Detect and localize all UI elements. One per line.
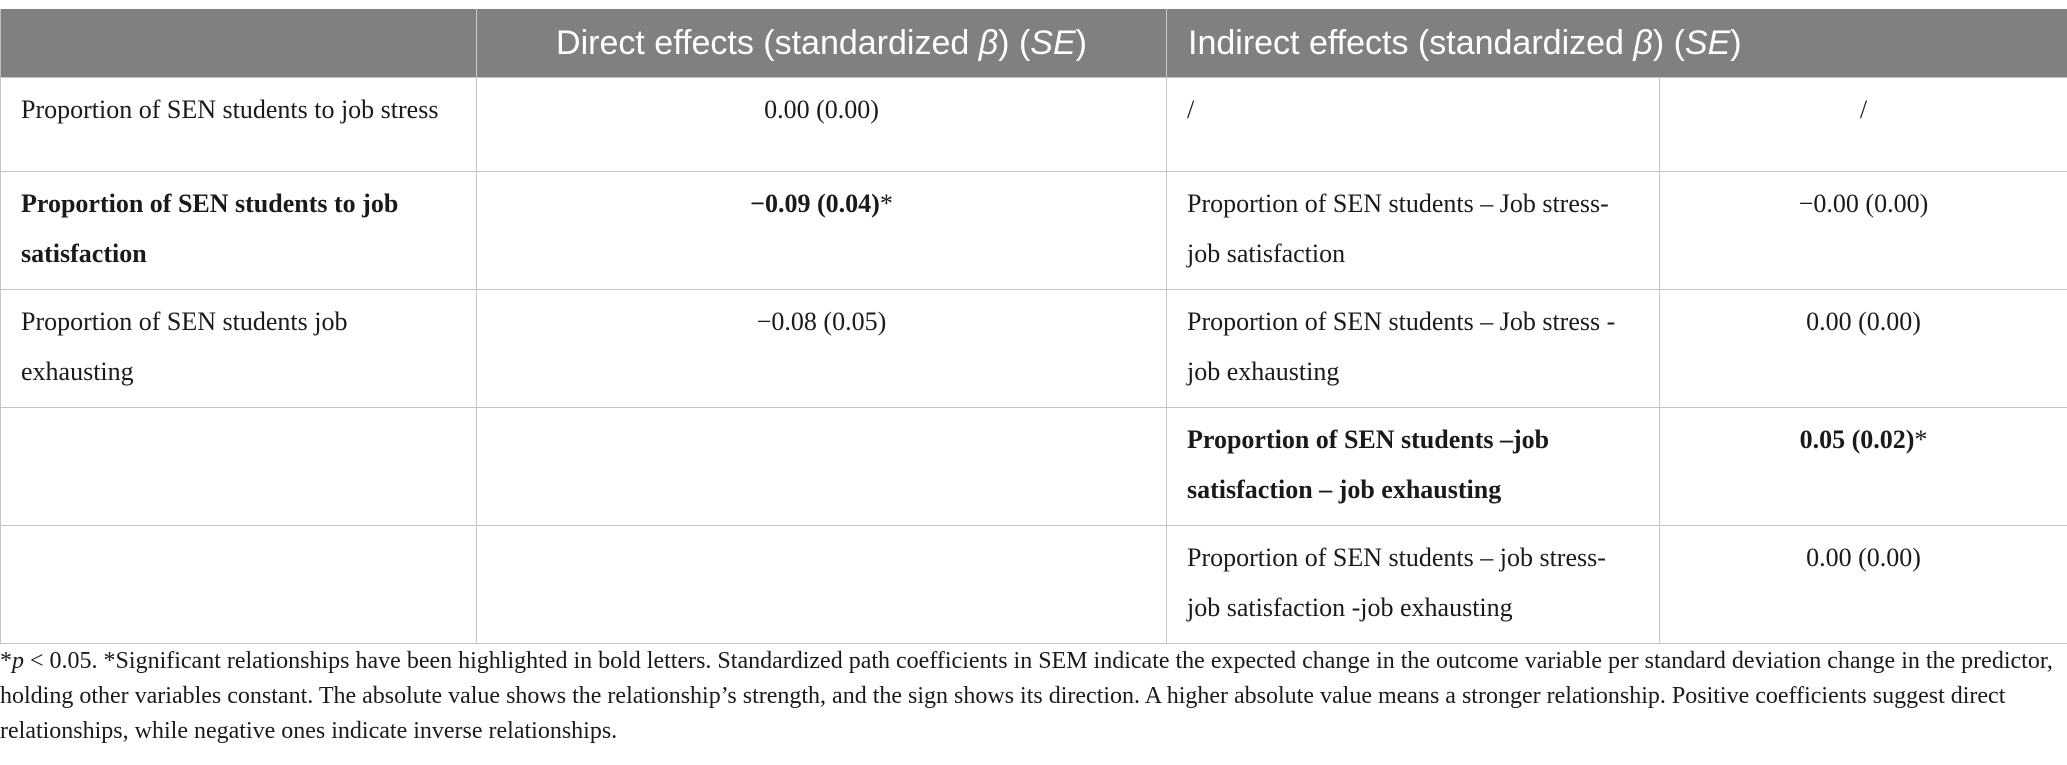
row4-indirect-path: Proportion of SEN students –job satisfac… bbox=[1166, 407, 1660, 526]
row5-indirect-value: 0.00 (0.00) bbox=[1658, 525, 2067, 644]
footnote-threshold: < 0.05. bbox=[24, 648, 104, 674]
row4-indirect-significance: * bbox=[1914, 425, 1928, 454]
header-indirect-paren: ) ( bbox=[1652, 23, 1685, 62]
header-indirect-paren-end: ) bbox=[1730, 23, 1742, 62]
row4-path-label bbox=[0, 407, 477, 526]
header-direct-effects: Direct effects (standardized β) (SE) bbox=[476, 9, 1167, 78]
header-indirect-beta: β bbox=[1633, 23, 1653, 62]
table-footnote: *p < 0.05. *Significant relationships ha… bbox=[0, 644, 2060, 749]
header-indirect-text: Indirect effects (standardized bbox=[1188, 23, 1634, 62]
row4-indirect-value: 0.05 (0.02)* bbox=[1658, 407, 2067, 526]
row5-direct-value bbox=[476, 525, 1167, 644]
row2-direct-significance: * bbox=[879, 189, 893, 218]
table-row: Proportion of SEN students – job stress-… bbox=[0, 525, 2067, 644]
table-row: Proportion of SEN students –job satisfac… bbox=[0, 407, 2067, 526]
row1-indirect-path: / bbox=[1166, 77, 1660, 172]
row3-indirect-path: Proportion of SEN students – Job stress … bbox=[1166, 289, 1660, 408]
header-row: Direct effects (standardized β) (SE) Ind… bbox=[0, 9, 2067, 78]
header-direct-paren: ) ( bbox=[998, 23, 1031, 62]
row1-path-label: Proportion of SEN students to job stress bbox=[0, 77, 477, 172]
footnote-p-symbol: p bbox=[12, 648, 24, 674]
results-table-container: Direct effects (standardized β) (SE) Ind… bbox=[0, 9, 2067, 644]
row1-direct-value: 0.00 (0.00) bbox=[476, 77, 1167, 172]
footnote-text: *Significant relationships have been hig… bbox=[0, 648, 2053, 744]
row2-indirect-path: Proportion of SEN students – Job stress-… bbox=[1166, 171, 1660, 290]
effects-table: Direct effects (standardized β) (SE) Ind… bbox=[0, 9, 2067, 644]
table-row: Proportion of SEN students job exhaustin… bbox=[0, 289, 2067, 408]
row3-path-label: Proportion of SEN students job exhaustin… bbox=[0, 289, 477, 408]
row5-indirect-path: Proportion of SEN students – job stress-… bbox=[1166, 525, 1660, 644]
row4-direct-value bbox=[476, 407, 1167, 526]
header-indirect-effects: Indirect effects (standardized β) (SE) bbox=[1165, 9, 2067, 78]
row2-indirect-value: −0.00 (0.00) bbox=[1658, 171, 2067, 290]
header-empty-cell bbox=[0, 9, 477, 78]
row4-indirect-coef: 0.05 (0.02) bbox=[1799, 425, 1915, 454]
table-row: Proportion of SEN students to job satisf… bbox=[0, 171, 2067, 290]
table-row: Proportion of SEN students to job stress… bbox=[0, 77, 2067, 172]
row2-direct-value: −0.09 (0.04)* bbox=[476, 171, 1167, 290]
header-direct-paren-end: ) bbox=[1075, 23, 1087, 62]
header-direct-se: SE bbox=[1030, 23, 1076, 62]
row3-indirect-value: 0.00 (0.00) bbox=[1658, 289, 2067, 408]
header-direct-beta: β bbox=[978, 23, 999, 62]
row1-indirect-value: / bbox=[1658, 77, 2067, 172]
row5-path-label bbox=[0, 525, 477, 644]
row2-direct-coef: −0.09 (0.04) bbox=[750, 189, 880, 218]
row2-path-label: Proportion of SEN students to job satisf… bbox=[0, 171, 477, 290]
row3-direct-value: −0.08 (0.05) bbox=[476, 289, 1167, 408]
header-indirect-se: SE bbox=[1684, 23, 1731, 62]
header-direct-text: Direct effects (standardized bbox=[556, 23, 979, 62]
footnote-star: * bbox=[0, 648, 12, 674]
